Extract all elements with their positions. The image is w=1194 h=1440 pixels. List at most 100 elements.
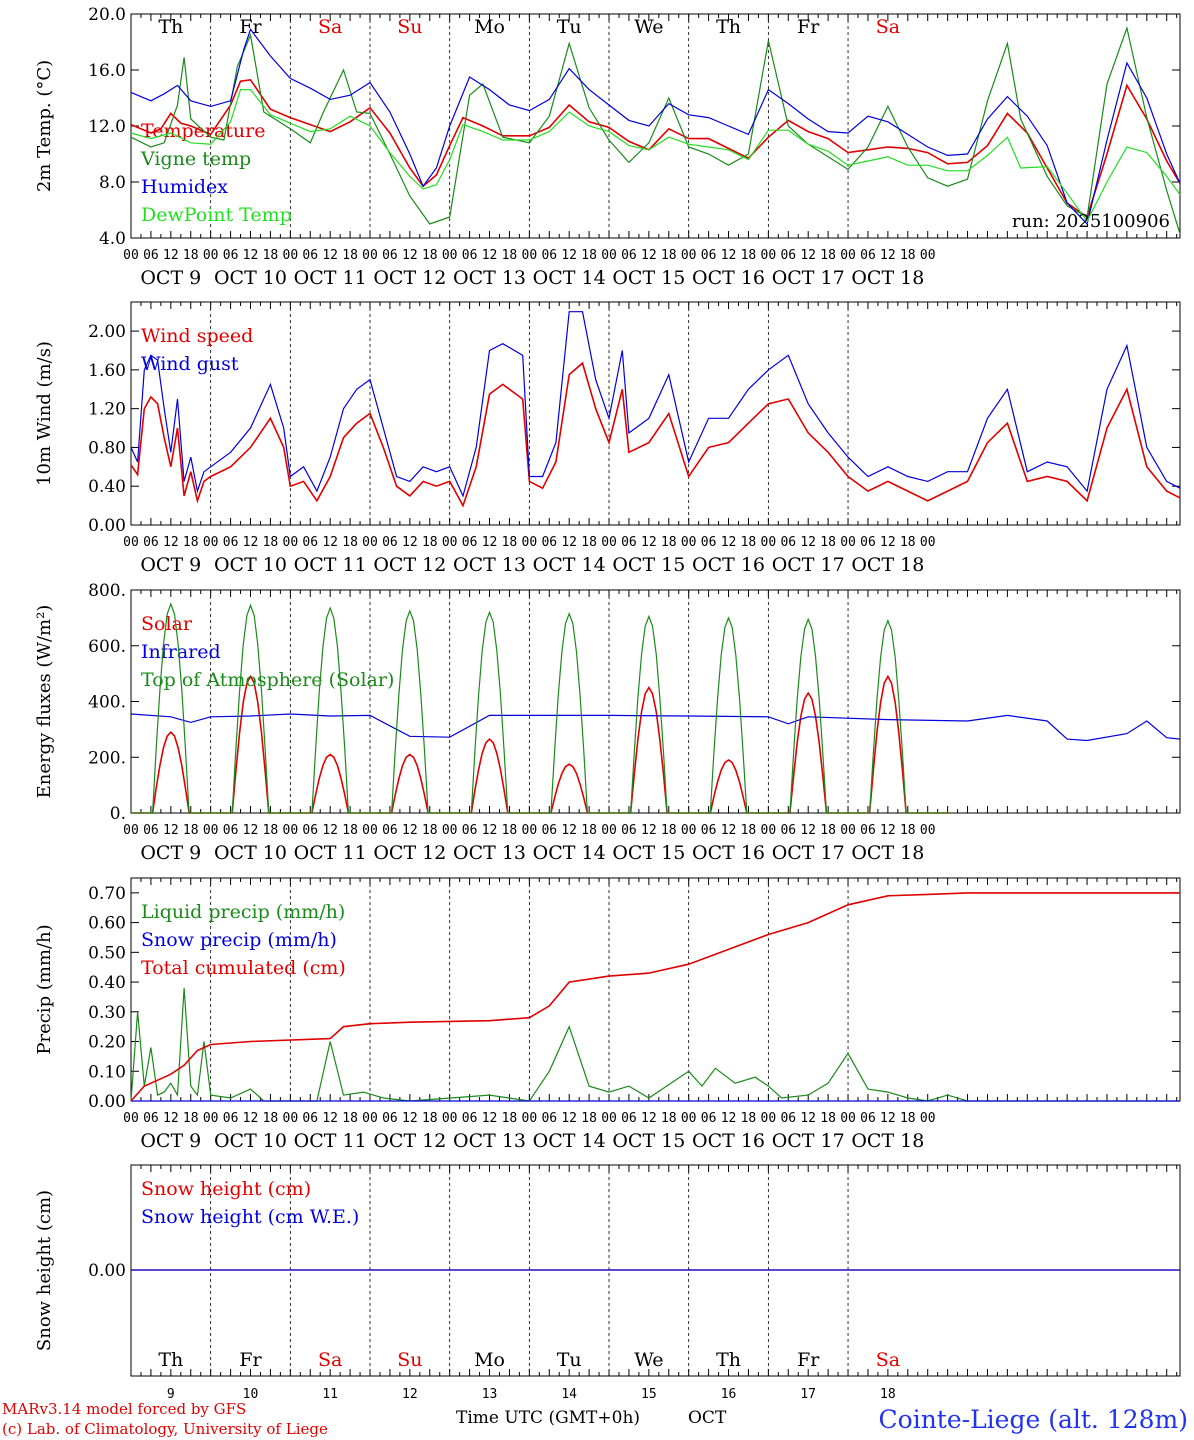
weekday-label: We — [634, 16, 663, 38]
hour-label: 06 — [382, 535, 398, 550]
day-number-label: 15 — [641, 1387, 657, 1402]
y-tick-label: 0.40 — [88, 973, 126, 993]
hour-label: 06 — [143, 1111, 159, 1126]
hour-label: 06 — [780, 1111, 796, 1126]
date-label: OCT 10 — [214, 554, 287, 576]
date-label: OCT 18 — [851, 842, 924, 864]
hour-label: 00 — [522, 535, 538, 550]
hour-label: 12 — [880, 823, 896, 838]
hour-label: 12 — [163, 248, 179, 263]
weekday-label: Su — [397, 1349, 422, 1371]
day-number-label: 12 — [402, 1387, 418, 1402]
date-label: OCT 11 — [294, 842, 367, 864]
date-label: OCT 9 — [140, 554, 201, 576]
date-label: OCT 11 — [294, 554, 367, 576]
hour-label: 00 — [442, 248, 458, 263]
hour-label: 18 — [581, 1111, 597, 1126]
hour-label: 00 — [123, 248, 139, 263]
hour-label: 18 — [581, 535, 597, 550]
y-tick-label: 400. — [88, 693, 126, 713]
hour-label: 00 — [203, 1111, 219, 1126]
date-label: OCT 10 — [214, 842, 287, 864]
date-label: OCT 9 — [140, 842, 201, 864]
hour-label: 00 — [283, 248, 299, 263]
weekday-label: Th — [716, 1349, 741, 1371]
hour-label: 06 — [223, 1111, 239, 1126]
series-line-top-of-atmosphere-solar- — [131, 602, 950, 814]
weekday-label: Su — [397, 16, 422, 38]
hour-label: 18 — [741, 535, 757, 550]
hour-label: 12 — [402, 1111, 418, 1126]
hour-label: 18 — [661, 535, 677, 550]
hour-label: 06 — [541, 823, 557, 838]
date-label: OCT 9 — [140, 267, 201, 289]
hour-label: 06 — [621, 823, 637, 838]
y-axis-label: Energy fluxes (W/m²) — [34, 605, 55, 799]
hour-label: 06 — [780, 248, 796, 263]
hour-label: 18 — [342, 535, 358, 550]
y-tick-label: 0. — [110, 804, 126, 824]
hour-label: 12 — [721, 1111, 737, 1126]
hour-label: 06 — [143, 535, 159, 550]
hour-label: 06 — [701, 248, 717, 263]
date-label: OCT 13 — [453, 1130, 526, 1152]
series-line-solar — [131, 674, 950, 814]
hour-label: 12 — [561, 535, 577, 550]
hour-label: 06 — [621, 535, 637, 550]
hour-label: 00 — [761, 1111, 777, 1126]
hour-label: 06 — [462, 823, 478, 838]
hour-label: 06 — [860, 1111, 876, 1126]
hour-label: 12 — [641, 248, 657, 263]
series-line-vigne-temp — [130, 25, 1181, 234]
hour-label: 12 — [322, 248, 338, 263]
weekday-label: Th — [716, 16, 741, 38]
y-tick-label: 20.0 — [88, 5, 126, 25]
hour-label: 00 — [681, 248, 697, 263]
hour-label: 06 — [382, 248, 398, 263]
date-label: OCT 14 — [533, 1130, 606, 1152]
weekday-label: Sa — [318, 1349, 342, 1371]
hour-label: 12 — [163, 1111, 179, 1126]
hour-label: 00 — [203, 248, 219, 263]
panel-snow: 0.00 Snow height (cm) Snow height (cm) Snow… — [34, 1164, 1181, 1402]
y-tick-label: 800. — [88, 581, 126, 601]
date-label: OCT 10 — [214, 1130, 287, 1152]
hour-label: 00 — [761, 248, 777, 263]
series-line-total-cumulated-cm- — [130, 892, 1180, 1102]
hour-label: 06 — [382, 823, 398, 838]
date-label: OCT 17 — [772, 842, 845, 864]
series-line-infrared — [130, 713, 1181, 742]
hour-label: 00 — [840, 535, 856, 550]
series-line-humidex — [130, 28, 1181, 226]
date-label: OCT 17 — [772, 267, 845, 289]
day-number-label: 18 — [880, 1387, 896, 1402]
y-tick-label: 12.0 — [88, 117, 126, 137]
date-label: OCT 13 — [453, 267, 526, 289]
hour-label: 12 — [322, 1111, 338, 1126]
hour-label: 18 — [900, 823, 916, 838]
hour-label: 00 — [681, 535, 697, 550]
date-label: OCT 12 — [373, 1130, 446, 1152]
y-tick-label: 0.40 — [88, 477, 126, 497]
date-label: OCT 17 — [772, 554, 845, 576]
hour-label: 18 — [820, 535, 836, 550]
hour-label: 18 — [183, 823, 199, 838]
footer: MARv3.14 model forced by GFS (c) Lab. of… — [2, 1400, 1188, 1438]
hour-label: 06 — [541, 535, 557, 550]
hour-label: 00 — [601, 535, 617, 550]
hour-label: 00 — [601, 823, 617, 838]
date-label: OCT 18 — [851, 554, 924, 576]
hour-label: 00 — [123, 823, 139, 838]
hour-label: 06 — [860, 248, 876, 263]
hour-label: 00 — [442, 535, 458, 550]
date-label: OCT 13 — [453, 842, 526, 864]
y-tick-label: 0.20 — [88, 1033, 126, 1053]
date-label: OCT 14 — [533, 267, 606, 289]
weekday-label: Fr — [239, 1349, 262, 1371]
hour-label: 12 — [482, 823, 498, 838]
hour-label: 12 — [800, 823, 816, 838]
date-label: OCT 17 — [772, 1130, 845, 1152]
hour-label: 06 — [701, 535, 717, 550]
y-tick-label: 1.60 — [88, 361, 126, 381]
